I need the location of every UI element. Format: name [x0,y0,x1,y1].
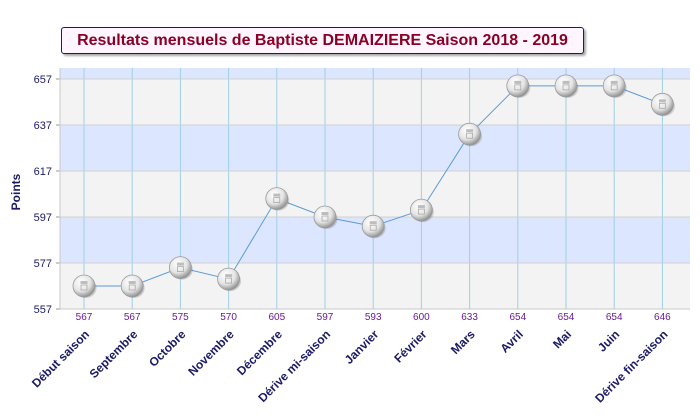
x-tick-label: Début saison [29,327,92,390]
data-point-marker [361,214,386,239]
value-labels: 567 567 575 570 605 597 593 600 633 654 654 654 646 [76,312,672,323]
data-markers [72,74,675,298]
data-point-marker [72,274,97,298]
y-tick-labels: 557 577 597 617 637 657 [34,74,52,316]
value-label: 567 [76,312,93,323]
y-tick-label: 557 [34,304,52,316]
band-top [60,68,690,79]
band-4 [60,79,690,125]
value-label: 633 [461,312,478,323]
band-2 [60,171,690,217]
value-label: 593 [365,312,382,323]
value-label: 654 [558,312,575,323]
y-axis-label: Points [4,174,28,211]
horizontal-gridlines [56,78,690,310]
chart-title-text: Resultats mensuels de Baptiste DEMAIZIER… [77,32,568,49]
background-bands [60,68,690,309]
y-tick-label: 617 [34,166,52,178]
x-tick-label: Novembre [185,327,237,379]
value-label: 600 [413,312,430,323]
value-label: 654 [509,312,526,323]
band-3 [60,125,690,171]
data-point-marker [602,74,627,98]
data-point-marker [458,122,483,147]
value-label: 605 [268,312,285,323]
data-point-marker [409,198,434,223]
x-tick-label: Février [391,327,429,365]
data-point-marker [554,74,579,98]
x-tick-label: Juin [595,327,622,354]
value-label: 597 [317,312,334,323]
chart-title: Resultats mensuels de Baptiste DEMAIZIER… [61,27,584,54]
data-point-marker [217,267,242,292]
y-tick-label: 577 [34,258,52,270]
y-tick-label: 637 [34,120,52,132]
data-point-marker [265,187,290,211]
x-tick-label: Janvier [342,327,382,367]
data-point-marker [651,92,675,117]
value-label: 575 [172,312,189,323]
x-tick-label: Avril [497,327,525,355]
x-tick-label: Septembre [87,327,141,381]
band-0 [60,263,690,309]
data-point-marker [120,274,145,298]
data-point-marker [506,74,531,98]
x-tick-label: Décembre [234,327,285,378]
x-tick-label: Mai [550,327,574,351]
y-tick-label: 597 [34,212,52,224]
y-axis-label-text: Points [9,173,23,211]
x-tick-label: Octobre [146,327,189,370]
value-label: 654 [606,312,623,323]
y-tick-label: 657 [34,74,52,86]
data-point-marker [313,205,338,229]
x-tick-label: Mars [448,327,478,357]
value-label: 567 [124,312,141,323]
value-label: 570 [220,312,237,323]
value-label: 646 [654,312,671,323]
data-point-marker [168,256,193,280]
